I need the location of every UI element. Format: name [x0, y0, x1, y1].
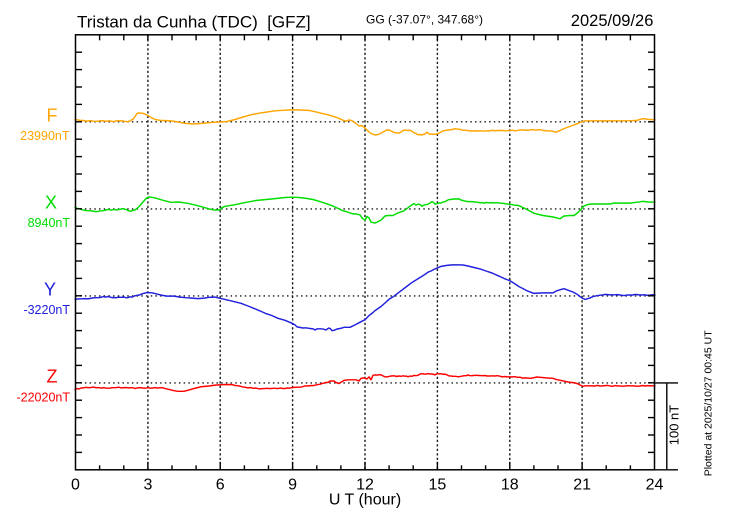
svg-text:23990nT: 23990nT	[20, 129, 70, 143]
svg-text:21: 21	[573, 477, 591, 494]
svg-text:24: 24	[646, 477, 664, 494]
svg-text:X: X	[45, 193, 57, 213]
svg-text:8940nT: 8940nT	[28, 216, 71, 230]
svg-text:U T (hour): U T (hour)	[329, 492, 401, 509]
svg-text:GG (-37.07°, 347.68°): GG (-37.07°, 347.68°)	[366, 13, 483, 27]
svg-text:18: 18	[501, 477, 519, 494]
svg-text:3: 3	[143, 477, 152, 494]
svg-text:15: 15	[429, 477, 447, 494]
svg-text:100 nT: 100 nT	[666, 405, 681, 446]
svg-text:F: F	[47, 105, 58, 125]
svg-text:2025/09/26: 2025/09/26	[571, 12, 654, 30]
svg-text:Y: Y	[44, 279, 56, 299]
svg-text:0: 0	[71, 477, 80, 494]
svg-text:9: 9	[288, 477, 297, 494]
svg-text:12: 12	[356, 477, 374, 494]
svg-text:-22020nT: -22020nT	[16, 391, 70, 405]
svg-text:6: 6	[216, 477, 225, 494]
svg-text:-3220nT: -3220nT	[23, 303, 70, 317]
svg-text:Plotted at 2025/10/27 00:45 UT: Plotted at 2025/10/27 00:45 UT	[703, 330, 715, 477]
svg-text:Z: Z	[47, 366, 58, 386]
svg-text:Tristan da Cunha (TDC) [GFZ]: Tristan da Cunha (TDC) [GFZ]	[77, 12, 311, 31]
